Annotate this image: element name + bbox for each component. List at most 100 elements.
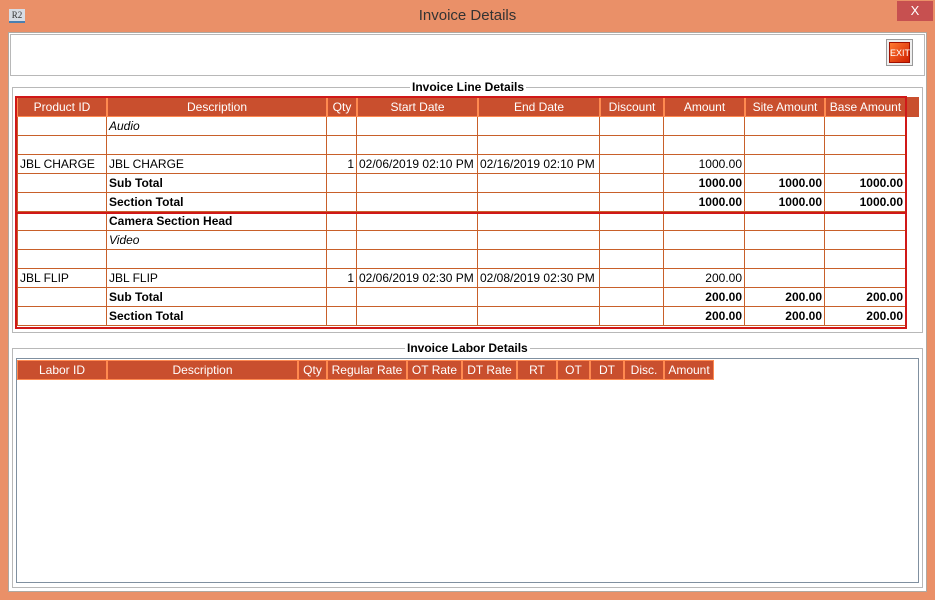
table-cell[interactable] bbox=[825, 155, 906, 174]
table-cell[interactable] bbox=[478, 250, 600, 269]
table-cell[interactable] bbox=[327, 174, 357, 193]
table-cell[interactable]: 1000.00 bbox=[664, 174, 745, 193]
table-cell[interactable] bbox=[600, 155, 664, 174]
table-cell[interactable]: Sub Total bbox=[107, 174, 327, 193]
table-cell[interactable] bbox=[478, 174, 600, 193]
table-cell[interactable] bbox=[825, 269, 906, 288]
table-cell[interactable] bbox=[600, 250, 664, 269]
table-cell[interactable]: Section Total bbox=[107, 193, 327, 212]
table-cell[interactable] bbox=[825, 250, 906, 269]
table-cell[interactable]: 1000.00 bbox=[745, 193, 825, 212]
column-header[interactable]: Product ID bbox=[17, 97, 107, 117]
table-cell[interactable] bbox=[327, 231, 357, 250]
column-header[interactable]: Disc. bbox=[624, 360, 664, 380]
exit-button[interactable]: EXIT bbox=[886, 39, 913, 66]
table-cell[interactable] bbox=[107, 136, 327, 155]
table-cell[interactable]: JBL CHARGE bbox=[17, 155, 107, 174]
table-cell[interactable]: Video bbox=[107, 231, 327, 250]
table-cell[interactable] bbox=[357, 174, 478, 193]
table-cell[interactable] bbox=[17, 174, 107, 193]
table-cell[interactable] bbox=[745, 212, 825, 231]
table-cell[interactable] bbox=[357, 136, 478, 155]
table-cell[interactable]: 200.00 bbox=[664, 307, 745, 326]
table-cell[interactable] bbox=[600, 136, 664, 155]
column-header[interactable]: RT bbox=[517, 360, 557, 380]
table-cell[interactable]: 1000.00 bbox=[825, 193, 906, 212]
table-cell[interactable] bbox=[664, 250, 745, 269]
column-header[interactable]: Qty bbox=[298, 360, 327, 380]
table-cell[interactable] bbox=[745, 269, 825, 288]
table-cell[interactable] bbox=[600, 288, 664, 307]
table-cell[interactable]: 02/06/2019 02:30 PM bbox=[357, 269, 478, 288]
column-header[interactable]: Amount bbox=[664, 360, 714, 380]
labor-table-area[interactable] bbox=[16, 358, 919, 583]
table-cell[interactable]: 02/06/2019 02:10 PM bbox=[357, 155, 478, 174]
table-cell[interactable] bbox=[327, 288, 357, 307]
table-cell[interactable] bbox=[745, 136, 825, 155]
table-cell[interactable]: 200.00 bbox=[664, 269, 745, 288]
table-cell[interactable]: 200.00 bbox=[664, 288, 745, 307]
table-cell[interactable] bbox=[327, 307, 357, 326]
table-cell[interactable] bbox=[600, 212, 664, 231]
table-cell[interactable] bbox=[745, 155, 825, 174]
table-cell[interactable] bbox=[17, 136, 107, 155]
table-cell[interactable]: Sub Total bbox=[107, 288, 327, 307]
table-cell[interactable] bbox=[107, 250, 327, 269]
table-cell[interactable] bbox=[478, 231, 600, 250]
table-cell[interactable] bbox=[17, 307, 107, 326]
table-cell[interactable] bbox=[17, 250, 107, 269]
table-cell[interactable] bbox=[357, 307, 478, 326]
column-header[interactable]: Amount bbox=[664, 97, 745, 117]
column-header[interactable]: Qty bbox=[327, 97, 357, 117]
table-cell[interactable] bbox=[327, 250, 357, 269]
table-cell[interactable]: Camera Section Head bbox=[107, 212, 327, 231]
table-cell[interactable] bbox=[600, 307, 664, 326]
table-cell[interactable] bbox=[327, 212, 357, 231]
table-cell[interactable] bbox=[825, 231, 906, 250]
table-cell[interactable] bbox=[745, 231, 825, 250]
table-cell[interactable]: 1 bbox=[327, 269, 357, 288]
table-cell[interactable] bbox=[17, 288, 107, 307]
table-cell[interactable] bbox=[478, 136, 600, 155]
table-cell[interactable] bbox=[664, 136, 745, 155]
column-header[interactable]: DT bbox=[590, 360, 624, 380]
table-cell[interactable]: 1000.00 bbox=[825, 174, 906, 193]
table-cell[interactable] bbox=[664, 212, 745, 231]
table-cell[interactable]: 200.00 bbox=[745, 288, 825, 307]
column-header[interactable]: Regular Rate bbox=[327, 360, 407, 380]
table-cell[interactable]: JBL FLIP bbox=[17, 269, 107, 288]
column-header[interactable]: Description bbox=[107, 97, 327, 117]
table-cell[interactable] bbox=[357, 117, 478, 136]
column-header[interactable]: Site Amount bbox=[745, 97, 825, 117]
table-cell[interactable] bbox=[327, 136, 357, 155]
table-cell[interactable] bbox=[357, 212, 478, 231]
table-cell[interactable] bbox=[17, 212, 107, 231]
table-cell[interactable] bbox=[478, 307, 600, 326]
table-cell[interactable] bbox=[600, 174, 664, 193]
table-cell[interactable]: JBL FLIP bbox=[107, 269, 327, 288]
table-cell[interactable]: 200.00 bbox=[745, 307, 825, 326]
table-cell[interactable]: Audio bbox=[107, 117, 327, 136]
table-cell[interactable] bbox=[357, 231, 478, 250]
table-cell[interactable]: Section Total bbox=[107, 307, 327, 326]
close-button[interactable]: X bbox=[897, 1, 933, 21]
table-cell[interactable] bbox=[664, 231, 745, 250]
table-cell[interactable]: 200.00 bbox=[825, 307, 906, 326]
column-header[interactable]: Discount bbox=[600, 97, 664, 117]
table-cell[interactable] bbox=[17, 231, 107, 250]
table-cell[interactable] bbox=[478, 212, 600, 231]
table-cell[interactable] bbox=[17, 117, 107, 136]
table-cell[interactable] bbox=[478, 193, 600, 212]
table-cell[interactable] bbox=[600, 193, 664, 212]
table-cell[interactable] bbox=[825, 117, 906, 136]
column-header[interactable]: Base Amount bbox=[825, 97, 906, 117]
table-cell[interactable]: 1000.00 bbox=[664, 155, 745, 174]
table-cell[interactable] bbox=[825, 212, 906, 231]
table-cell[interactable]: 1000.00 bbox=[745, 174, 825, 193]
table-cell[interactable] bbox=[745, 250, 825, 269]
table-cell[interactable] bbox=[17, 193, 107, 212]
table-cell[interactable] bbox=[327, 117, 357, 136]
column-header[interactable]: OT bbox=[557, 360, 590, 380]
column-header[interactable]: OT Rate bbox=[407, 360, 462, 380]
column-header[interactable]: Description bbox=[107, 360, 298, 380]
